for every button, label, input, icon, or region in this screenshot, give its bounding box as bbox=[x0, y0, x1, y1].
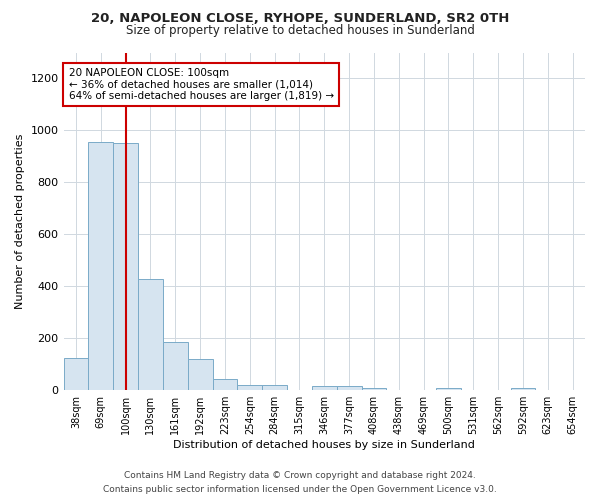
Bar bbox=[511, 388, 535, 390]
Bar bbox=[436, 388, 461, 390]
Text: 20, NAPOLEON CLOSE, RYHOPE, SUNDERLAND, SR2 0TH: 20, NAPOLEON CLOSE, RYHOPE, SUNDERLAND, … bbox=[91, 12, 509, 26]
Text: Contains HM Land Registry data © Crown copyright and database right 2024.
Contai: Contains HM Land Registry data © Crown c… bbox=[103, 472, 497, 494]
Bar bbox=[113, 144, 138, 390]
Text: Size of property relative to detached houses in Sunderland: Size of property relative to detached ho… bbox=[125, 24, 475, 37]
Bar bbox=[238, 385, 262, 390]
Bar bbox=[312, 386, 337, 390]
Bar bbox=[262, 385, 287, 390]
Bar bbox=[188, 359, 212, 390]
Bar bbox=[138, 278, 163, 390]
Text: 20 NAPOLEON CLOSE: 100sqm
← 36% of detached houses are smaller (1,014)
64% of se: 20 NAPOLEON CLOSE: 100sqm ← 36% of detac… bbox=[68, 68, 334, 102]
X-axis label: Distribution of detached houses by size in Sunderland: Distribution of detached houses by size … bbox=[173, 440, 475, 450]
Bar bbox=[362, 388, 386, 390]
Y-axis label: Number of detached properties: Number of detached properties bbox=[15, 134, 25, 309]
Bar bbox=[337, 386, 362, 390]
Bar bbox=[88, 142, 113, 390]
Bar bbox=[163, 342, 188, 390]
Bar bbox=[64, 358, 88, 390]
Bar bbox=[212, 378, 238, 390]
